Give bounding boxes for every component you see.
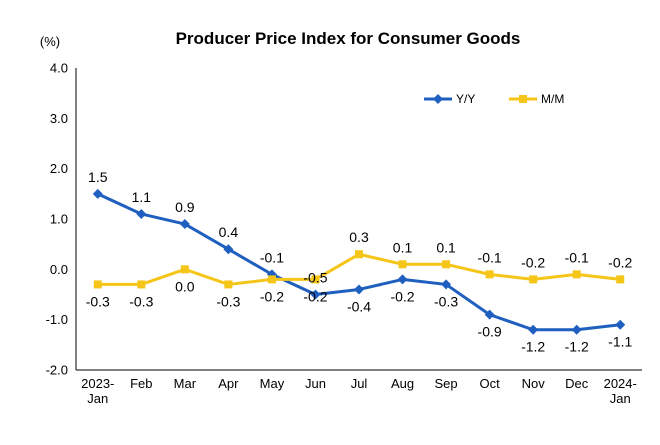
x-tick-label: Aug	[391, 376, 414, 391]
data-label: -1.1	[608, 334, 632, 350]
data-point	[485, 270, 494, 279]
y-tick-label: 3.0	[50, 111, 68, 126]
data-point	[136, 208, 147, 219]
data-label: -0.2	[303, 288, 327, 304]
data-point	[180, 265, 189, 274]
data-point	[529, 275, 538, 284]
x-tick-label: Jun	[305, 376, 326, 391]
data-point	[528, 324, 539, 335]
data-point	[267, 275, 276, 284]
data-label: 1.1	[132, 189, 152, 205]
x-tick-label: Nov	[522, 376, 546, 391]
data-label: -0.1	[260, 249, 284, 265]
x-tick-label: Dec	[565, 376, 589, 391]
data-point	[179, 219, 190, 230]
legend-marker	[519, 95, 527, 103]
legend-label: Y/Y	[456, 92, 475, 106]
data-point	[441, 279, 452, 290]
x-tick-label: 2023-	[81, 376, 114, 391]
data-point	[354, 284, 364, 295]
y-axis-unit-label: (%)	[40, 34, 60, 49]
legend-marker	[433, 94, 443, 104]
data-label: -0.3	[129, 293, 153, 309]
data-point	[92, 188, 103, 199]
data-label: -0.2	[521, 254, 545, 270]
data-label: -0.2	[260, 288, 284, 304]
data-point	[397, 274, 408, 285]
data-label: -0.1	[565, 249, 589, 265]
data-point	[224, 280, 233, 289]
data-label: 1.5	[88, 169, 108, 185]
data-point	[398, 260, 407, 269]
data-point	[484, 309, 495, 320]
legend-label: M/M	[541, 92, 564, 106]
x-tick-label: Jan	[87, 391, 108, 406]
plot-area: 1.5 1.1 0.9 0.4 -0.1 -0.5 -0.4 -0.2 -0.3 -0.9 -1.2…	[86, 169, 633, 355]
chart-title: Producer Price Index for Consumer Goods	[176, 29, 521, 48]
data-label: 0.4	[219, 224, 239, 240]
data-label: 0.3	[349, 229, 369, 245]
data-label: -0.4	[347, 298, 371, 314]
data-point	[615, 319, 626, 330]
data-point	[223, 244, 234, 255]
y-tick-label: -2.0	[46, 363, 68, 378]
data-point	[310, 289, 321, 300]
data-point	[355, 250, 363, 259]
x-tick-label: Oct	[479, 376, 500, 391]
y-tick-label: 1.0	[50, 212, 68, 227]
data-label: 0.0	[175, 278, 195, 294]
data-label: 0.9	[175, 199, 195, 215]
data-point	[616, 275, 625, 284]
data-point	[137, 280, 146, 289]
x-tick-label: Feb	[130, 376, 152, 391]
data-label: -0.2	[608, 254, 632, 270]
data-point	[442, 260, 451, 269]
y-tick-label: 4.0	[50, 61, 68, 76]
data-label: -1.2	[521, 339, 545, 355]
legend: Y/Y M/M	[424, 92, 564, 106]
data-label: -0.9	[478, 324, 502, 340]
x-tick-label: Jan	[610, 391, 631, 406]
data-point	[572, 270, 581, 279]
data-point	[571, 324, 582, 335]
data-label: -0.3	[86, 293, 110, 309]
data-label: -0.5	[303, 270, 327, 286]
data-point	[311, 275, 320, 284]
data-point	[93, 280, 102, 289]
y-axis: 4.0 3.0 2.0 1.0 0.0 -1.0 -2.0	[46, 61, 77, 378]
y-tick-label: -1.0	[46, 312, 68, 327]
data-label: 0.1	[436, 239, 456, 255]
y-tick-label: 0.0	[50, 262, 68, 277]
x-tick-label: Sep	[435, 376, 458, 391]
data-label: -0.3	[216, 293, 240, 309]
x-tick-label: May	[260, 376, 285, 391]
x-tick-label: 2024-	[604, 376, 637, 391]
data-label: -0.2	[390, 288, 414, 304]
x-tick-label: Mar	[174, 376, 197, 391]
y-tick-label: 2.0	[50, 161, 68, 176]
data-label: -0.3	[434, 293, 458, 309]
data-label: 0.1	[393, 239, 413, 255]
x-tick-label: Jul	[351, 376, 368, 391]
x-tick-label: Apr	[218, 376, 239, 391]
data-label: -1.2	[565, 339, 589, 355]
data-label: -0.1	[478, 249, 502, 265]
